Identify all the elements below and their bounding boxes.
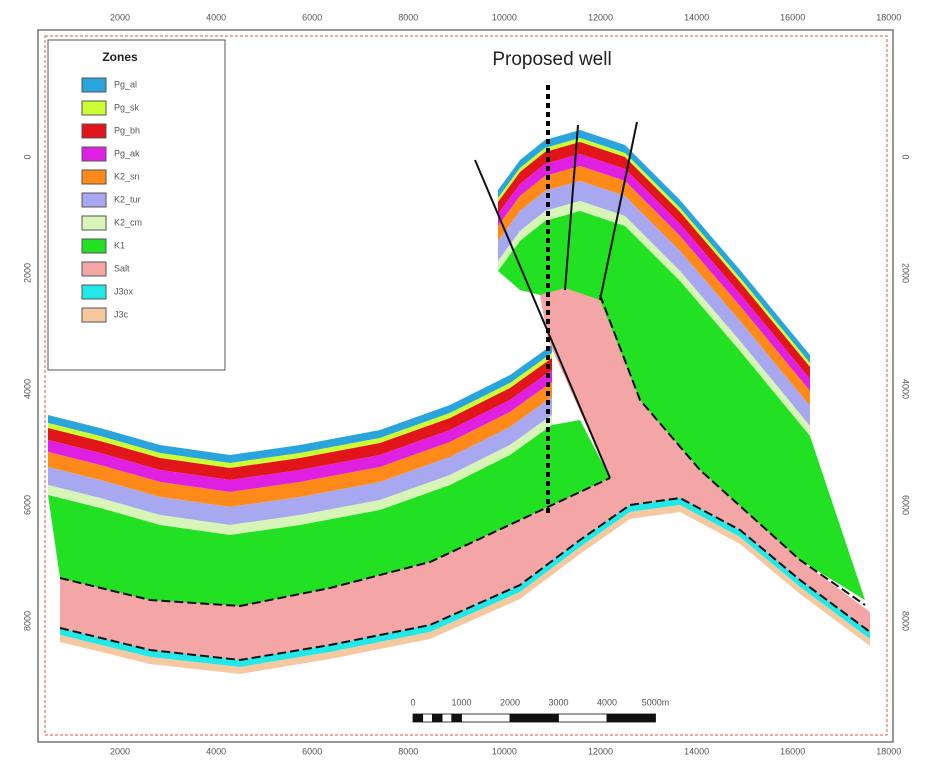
legend-label: Pg_ak xyxy=(114,148,140,158)
fault xyxy=(474,159,611,479)
x-tick-label: 8000 xyxy=(398,746,418,756)
y-tick-label: 8000 xyxy=(901,611,911,631)
y-tick-label: 6000 xyxy=(22,495,32,515)
layer xyxy=(48,370,552,492)
x-tick-label: 4000 xyxy=(206,746,226,756)
fault xyxy=(564,124,579,291)
layer xyxy=(498,181,810,426)
legend: Zones Pg_al Pg_sk Pg_bh Pg_ak K2_sn K2_tur K2_… xyxy=(47,39,226,371)
legend-swatch xyxy=(81,100,107,116)
y-tick-label: 2000 xyxy=(901,263,911,283)
inner-border xyxy=(44,35,888,736)
legend-swatch xyxy=(81,261,107,277)
legend-label: K1 xyxy=(114,240,125,250)
legend-swatch xyxy=(81,123,107,139)
scale-label: 2000 xyxy=(500,697,520,707)
scale-segment xyxy=(461,713,511,723)
scale-bar: 0 1000 2000 3000 4000 5000m xyxy=(410,697,670,723)
scale-segment xyxy=(451,713,462,723)
contact xyxy=(59,477,611,608)
layer xyxy=(498,142,810,379)
scale-segment xyxy=(412,713,424,723)
legend-label: J3ox xyxy=(114,286,134,296)
scale-segment xyxy=(558,713,608,723)
legend-label: J3c xyxy=(114,309,129,319)
layer xyxy=(498,130,810,363)
scale-label: 1000 xyxy=(451,697,471,707)
x-tick-label: 18000 xyxy=(876,746,901,756)
scale-label: 3000 xyxy=(548,697,568,707)
scale-segment xyxy=(606,713,656,723)
y-tick-label: 2000 xyxy=(22,263,32,283)
x-tick-label: 12000 xyxy=(588,746,613,756)
legend-box xyxy=(47,39,226,371)
axes: 2000200040004000600060008000800010000100… xyxy=(22,12,910,756)
x-tick-label: 14000 xyxy=(684,12,709,22)
j3ox xyxy=(60,498,870,667)
scale-segment xyxy=(431,713,443,723)
legend-label: K2_sn xyxy=(114,171,140,181)
scale-segment xyxy=(509,713,559,723)
x-tick-label: 6000 xyxy=(302,746,322,756)
legend-swatch xyxy=(81,146,107,162)
x-tick-label: 8000 xyxy=(398,12,418,22)
scale-label: 5000m xyxy=(642,697,670,707)
legend-label: Pg_al xyxy=(114,79,137,89)
layer xyxy=(498,201,810,436)
x-tick-label: 4000 xyxy=(206,12,226,22)
legend-swatch xyxy=(81,169,107,185)
legend-swatch xyxy=(81,192,107,208)
scale-label: 0 xyxy=(410,697,415,707)
layer xyxy=(498,154,810,391)
frame xyxy=(37,29,894,743)
x-tick-label: 16000 xyxy=(780,746,805,756)
legend-swatch xyxy=(81,307,107,323)
layer xyxy=(48,415,552,535)
layer xyxy=(48,358,552,480)
legend-swatch xyxy=(81,284,107,300)
legend-swatch xyxy=(81,215,107,231)
layer xyxy=(498,138,810,367)
well-label: Proposed well xyxy=(492,49,611,70)
x-tick-label: 18000 xyxy=(876,12,901,22)
x-tick-label: 2000 xyxy=(110,746,130,756)
k1 xyxy=(48,420,610,606)
k1 xyxy=(498,211,865,600)
geology xyxy=(48,121,871,674)
scale-segment xyxy=(422,713,433,723)
y-tick-label: 8000 xyxy=(22,611,32,631)
legend-label: Pg_bh xyxy=(114,125,140,135)
contact xyxy=(59,496,871,662)
legend-title: Zones xyxy=(102,50,138,64)
x-tick-label: 14000 xyxy=(684,746,709,756)
legend-label: Salt xyxy=(114,263,130,273)
fault xyxy=(599,121,638,301)
y-tick-label: 6000 xyxy=(901,495,911,515)
x-tick-label: 12000 xyxy=(588,12,613,22)
legend-label: Pg_sk xyxy=(114,102,140,112)
salt xyxy=(60,285,870,660)
legend-swatch xyxy=(81,238,107,254)
layer xyxy=(48,382,552,507)
y-tick-label: 0 xyxy=(22,154,32,159)
scale-label: 4000 xyxy=(597,697,617,707)
y-tick-label: 0 xyxy=(901,154,911,159)
x-tick-label: 16000 xyxy=(780,12,805,22)
scale-segment xyxy=(441,713,453,723)
j3c xyxy=(60,505,870,674)
x-tick-label: 10000 xyxy=(492,12,517,22)
x-tick-label: 2000 xyxy=(110,12,130,22)
x-tick-label: 6000 xyxy=(302,12,322,22)
y-tick-label: 4000 xyxy=(901,379,911,399)
x-tick-label: 10000 xyxy=(492,746,517,756)
layer xyxy=(498,166,810,406)
legend-label: K2_cm xyxy=(114,217,142,227)
y-tick-label: 4000 xyxy=(22,379,32,399)
legend-label: K2_tur xyxy=(114,194,141,204)
layer xyxy=(48,397,552,525)
contact xyxy=(599,294,866,606)
legend-swatch xyxy=(81,77,107,93)
